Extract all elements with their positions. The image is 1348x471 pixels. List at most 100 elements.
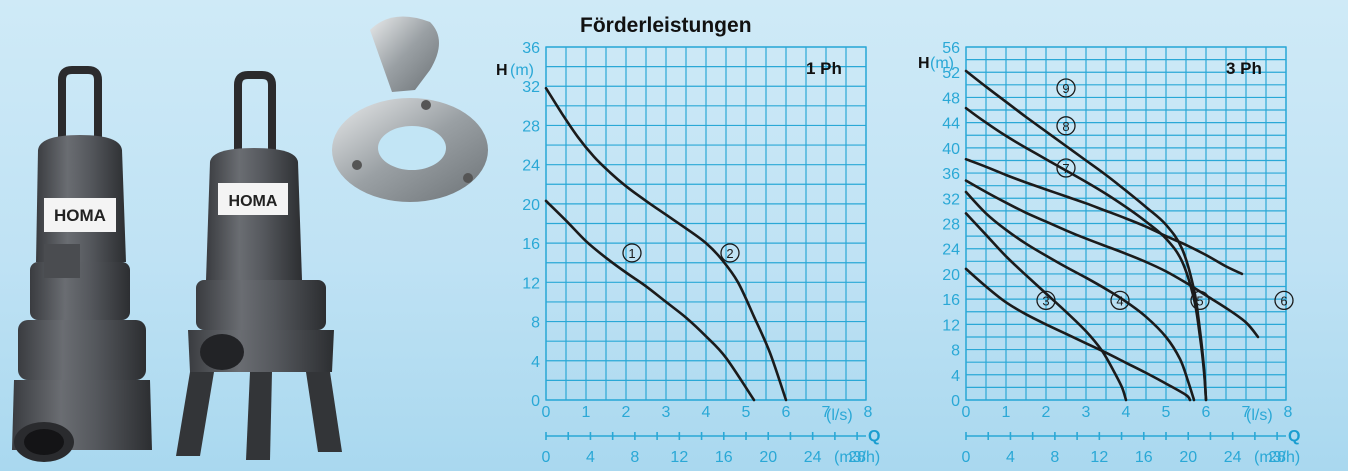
x2-tick-label: 16 — [1135, 449, 1153, 466]
pump-product-photo: HOMA HOMA — [12, 16, 488, 462]
x2-tick-label: 20 — [1179, 449, 1197, 466]
x-tick-label: 2 — [1042, 404, 1051, 421]
series-label: 5 — [1196, 293, 1203, 308]
y-unit-1ph: (m) — [510, 62, 534, 79]
x-tick-label: 5 — [742, 404, 751, 421]
y-tick-label: 12 — [522, 275, 540, 292]
x2-tick-label: 8 — [1050, 449, 1059, 466]
x-unit-secondary-1ph: (m3/h) — [834, 449, 880, 466]
x2-tick-label: 4 — [586, 449, 595, 466]
series-label: 9 — [1062, 81, 1069, 96]
y-tick-label: 28 — [942, 217, 960, 234]
series-label: 8 — [1062, 119, 1069, 134]
x-tick-label: 7 — [822, 404, 831, 421]
series-marker-circle — [1190, 290, 1210, 311]
x-tick-label: 3 — [1082, 404, 1091, 421]
x-tick-label: 0 — [962, 404, 971, 421]
x2-tick-label: 16 — [715, 449, 733, 466]
x2-tick-label: 4 — [1006, 449, 1015, 466]
homa-logo-left: HOMA — [54, 206, 106, 225]
x2-tick-label: 12 — [1090, 449, 1108, 466]
series-marker-circle — [1036, 290, 1056, 311]
y-tick-label: 16 — [522, 236, 540, 253]
y-tick-label: 0 — [531, 393, 540, 410]
y-tick-label: 8 — [531, 315, 540, 332]
series-marker-circle — [1056, 78, 1076, 98]
series-label: 1 — [628, 246, 635, 261]
y-tick-label: 56 — [942, 40, 960, 57]
x-tick-label: 3 — [662, 404, 671, 421]
y-tick-label: 24 — [942, 242, 960, 259]
x-tick-label: 5 — [1162, 404, 1171, 421]
x-unit-secondary-3ph: (m3/h) — [1254, 449, 1300, 466]
curves-3ph — [964, 69, 1260, 402]
x2-tick-label: 24 — [804, 449, 822, 466]
series-label: 4 — [1116, 293, 1123, 308]
series-label: 7 — [1062, 161, 1069, 176]
series-marker-circle — [1110, 290, 1130, 311]
grid-3ph — [965, 46, 1287, 401]
series-line-1 — [544, 199, 756, 402]
series-marker-circle — [1056, 158, 1076, 178]
x-tick-label: 2 — [622, 404, 631, 421]
series-marker-circle — [720, 243, 740, 263]
x2-tick-label: 12 — [670, 449, 688, 466]
x-tick-label: 1 — [582, 404, 591, 421]
x2-tick-label: 20 — [759, 449, 777, 466]
flange-illustration — [332, 16, 488, 202]
x-tick-label: 7 — [1242, 404, 1251, 421]
y-tick-label: 32 — [522, 79, 540, 96]
y-tick-label: 20 — [942, 267, 960, 284]
series-marker-circle — [622, 243, 642, 263]
y-tick-label: 52 — [942, 65, 960, 82]
x-unit-primary-3ph: (l/s) — [1246, 407, 1273, 424]
x-tick-label: 8 — [1284, 404, 1293, 421]
y-tick-label: 36 — [942, 166, 960, 183]
series-line-4 — [964, 179, 1260, 339]
y-tick-label: 4 — [951, 368, 960, 385]
curve-labels-3ph: 3 4 5 6 7 8 9 — [1036, 78, 1294, 311]
series-marker-circle — [1274, 290, 1294, 311]
y-tick-label: 16 — [942, 292, 960, 309]
secondary-axis-1ph: 0 4 8 12 16 20 24 28 — [542, 432, 866, 466]
y-unit-3ph: (m) — [930, 55, 954, 72]
x-tick-label: 8 — [864, 404, 873, 421]
series-line-2 — [964, 212, 1128, 402]
x2-tick-label: 0 — [542, 449, 551, 466]
y-tick-label: 0 — [951, 393, 960, 410]
series-line-2 — [544, 86, 788, 402]
y-tick-label: 20 — [522, 197, 540, 214]
series-marker-circle — [1056, 116, 1076, 136]
y-tick-label: 8 — [951, 343, 960, 360]
x2-tick-label: 0 — [962, 449, 971, 466]
grid-1ph — [545, 46, 867, 401]
y-axis-label-1ph: H — [496, 62, 508, 79]
series-line-3 — [964, 190, 1196, 402]
x2-tick-label: 28 — [1268, 449, 1286, 466]
y-tick-label: 44 — [942, 116, 960, 133]
x2-tick-label: 8 — [630, 449, 639, 466]
series-line-1 — [964, 267, 1192, 402]
series-label: 2 — [726, 246, 733, 261]
x-tick-label: 4 — [702, 404, 711, 421]
phase-label-3ph: 3 Ph — [1226, 59, 1262, 78]
pump-illustration-right: HOMA — [176, 71, 342, 460]
y-tick-label: 12 — [942, 317, 960, 334]
secondary-axis-3ph: 0 4 8 12 16 20 24 28 — [962, 432, 1286, 466]
x-tick-label: 4 — [1122, 404, 1131, 421]
x-tick-label: 6 — [782, 404, 791, 421]
y-axis-label-3ph: H — [918, 55, 930, 72]
series-line-5 — [964, 157, 1244, 276]
x-axis-label-1ph: Q — [868, 428, 880, 445]
y-tick-label: 28 — [522, 118, 540, 135]
chart-heading: Förderleistungen — [580, 14, 752, 37]
series-label: 3 — [1042, 293, 1049, 308]
x-unit-primary-1ph: (l/s) — [826, 407, 853, 424]
x2-tick-label: 24 — [1224, 449, 1242, 466]
x-tick-label: 0 — [542, 404, 551, 421]
